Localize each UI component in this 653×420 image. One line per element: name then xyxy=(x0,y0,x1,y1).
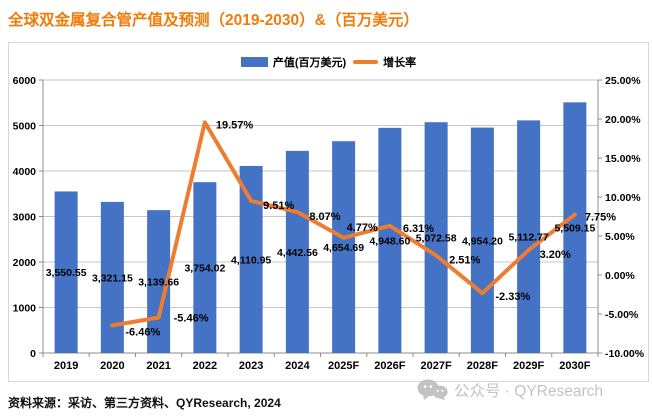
right-axis-tick-label: 25.00% xyxy=(605,75,641,87)
bar xyxy=(239,165,263,353)
bar xyxy=(332,141,356,353)
bar xyxy=(470,127,494,354)
growth-point-label: 4.77% xyxy=(347,222,378,234)
growth-point-label: 9.51% xyxy=(263,200,294,212)
x-axis-label: 2020 xyxy=(100,360,124,372)
growth-point-label: -5.46% xyxy=(174,313,209,325)
growth-line xyxy=(110,120,577,328)
growth-point-label: 19.57% xyxy=(216,119,254,131)
left-axis-tick-label: 5000 xyxy=(13,121,37,133)
x-axis-label: 2024 xyxy=(285,360,310,372)
right-axis-tick-label: 0.00% xyxy=(605,270,635,282)
bar-value-label: 3,754.02 xyxy=(184,263,225,275)
watermark-text: 公众号 · QYResearch xyxy=(454,383,604,400)
right-axis-tick-label: 15.00% xyxy=(605,153,641,165)
growth-point-label: -6.46% xyxy=(125,326,160,338)
bar-value-label: 4,442.56 xyxy=(277,247,318,259)
right-axis-tick-label: 5.00% xyxy=(605,231,635,243)
bar-value-label: 3,550.55 xyxy=(46,267,87,279)
left-axis-tick-label: 2000 xyxy=(13,257,37,269)
legend-line-label: 增长率 xyxy=(383,57,417,69)
left-axis-tick-label: 4000 xyxy=(13,166,37,178)
source-note: 资料来源：采访、第三方资料、QYResearch, 2024 xyxy=(8,396,281,410)
x-axis-label: 2019 xyxy=(54,360,78,372)
growth-point-label: 8.07% xyxy=(309,211,340,223)
legend-bar-label: 产值(百万美元) xyxy=(272,57,347,69)
x-axis-label: 2026F xyxy=(374,360,405,372)
left-axis-tick-label: 6000 xyxy=(13,75,37,87)
right-axis-tick-label: -10.00% xyxy=(605,348,645,360)
combo-chart: 0 1000 2000 3000 4000 5000 6000 -10.00% -5.00% 0.… xyxy=(13,75,645,372)
legend-bar-swatch xyxy=(240,57,268,67)
x-axis-label: 2029F xyxy=(513,360,544,372)
left-axis-tick-label: 1000 xyxy=(13,303,37,315)
growth-point-label: 6.31% xyxy=(403,223,434,235)
chart-area: 0 1000 2000 3000 4000 5000 6000 -10.00% -5.00% 0.… xyxy=(8,42,649,382)
bar-value-label: 3,139.66 xyxy=(138,277,179,289)
legend-line-swatch xyxy=(353,60,379,64)
left-axis-tick-label: 0 xyxy=(30,348,36,360)
bar-value-label: 5,509.15 xyxy=(554,223,595,235)
x-axis-label: 2030F xyxy=(559,360,590,372)
bar xyxy=(378,127,402,353)
watermark: 公众号 · QYResearch xyxy=(417,379,603,401)
wechat-icon xyxy=(417,379,448,401)
bar-value-label: 4,954.20 xyxy=(462,235,503,247)
bar-value-label: 4,110.95 xyxy=(231,254,271,266)
right-axis-tick-label: -5.00% xyxy=(605,309,639,321)
growth-point-label: 2.51% xyxy=(449,254,480,266)
bar xyxy=(54,191,78,353)
growth-point-label: -2.33% xyxy=(495,291,530,303)
legend: 产值(百万美元) 增长率 xyxy=(9,54,648,70)
x-axis-label: 2027F xyxy=(421,360,452,372)
growth-point-label: 7.75% xyxy=(585,212,616,224)
left-axis-tick-label: 3000 xyxy=(13,212,37,224)
bar-value-label: 4,654.69 xyxy=(323,242,364,254)
bar-value-label: 3,321.15 xyxy=(92,272,133,284)
chart-title: 全球双金属复合管产值及预测（2019-2030）&（百万美元） xyxy=(8,12,419,29)
bar xyxy=(517,120,541,354)
right-axis-tick-label: 20.00% xyxy=(605,114,641,126)
x-axis-label: 2021 xyxy=(146,360,170,372)
x-axis-label: 2022 xyxy=(193,360,217,372)
bar-value-label: 5,072.58 xyxy=(416,233,457,245)
right-axis-tick-label: 10.00% xyxy=(605,192,641,204)
bar xyxy=(563,102,587,353)
x-axis-label: 2028F xyxy=(467,360,498,372)
bar xyxy=(193,182,217,353)
bar-value-label: 4,948.60 xyxy=(369,235,410,247)
growth-point-label: 3.20% xyxy=(540,249,571,261)
x-axis-label: 2023 xyxy=(239,360,263,372)
x-axis-label: 2025F xyxy=(328,360,359,372)
bar-value-label: 5,112.77 xyxy=(508,232,548,244)
bar xyxy=(100,201,124,353)
bar xyxy=(285,150,309,353)
bar xyxy=(424,122,448,354)
